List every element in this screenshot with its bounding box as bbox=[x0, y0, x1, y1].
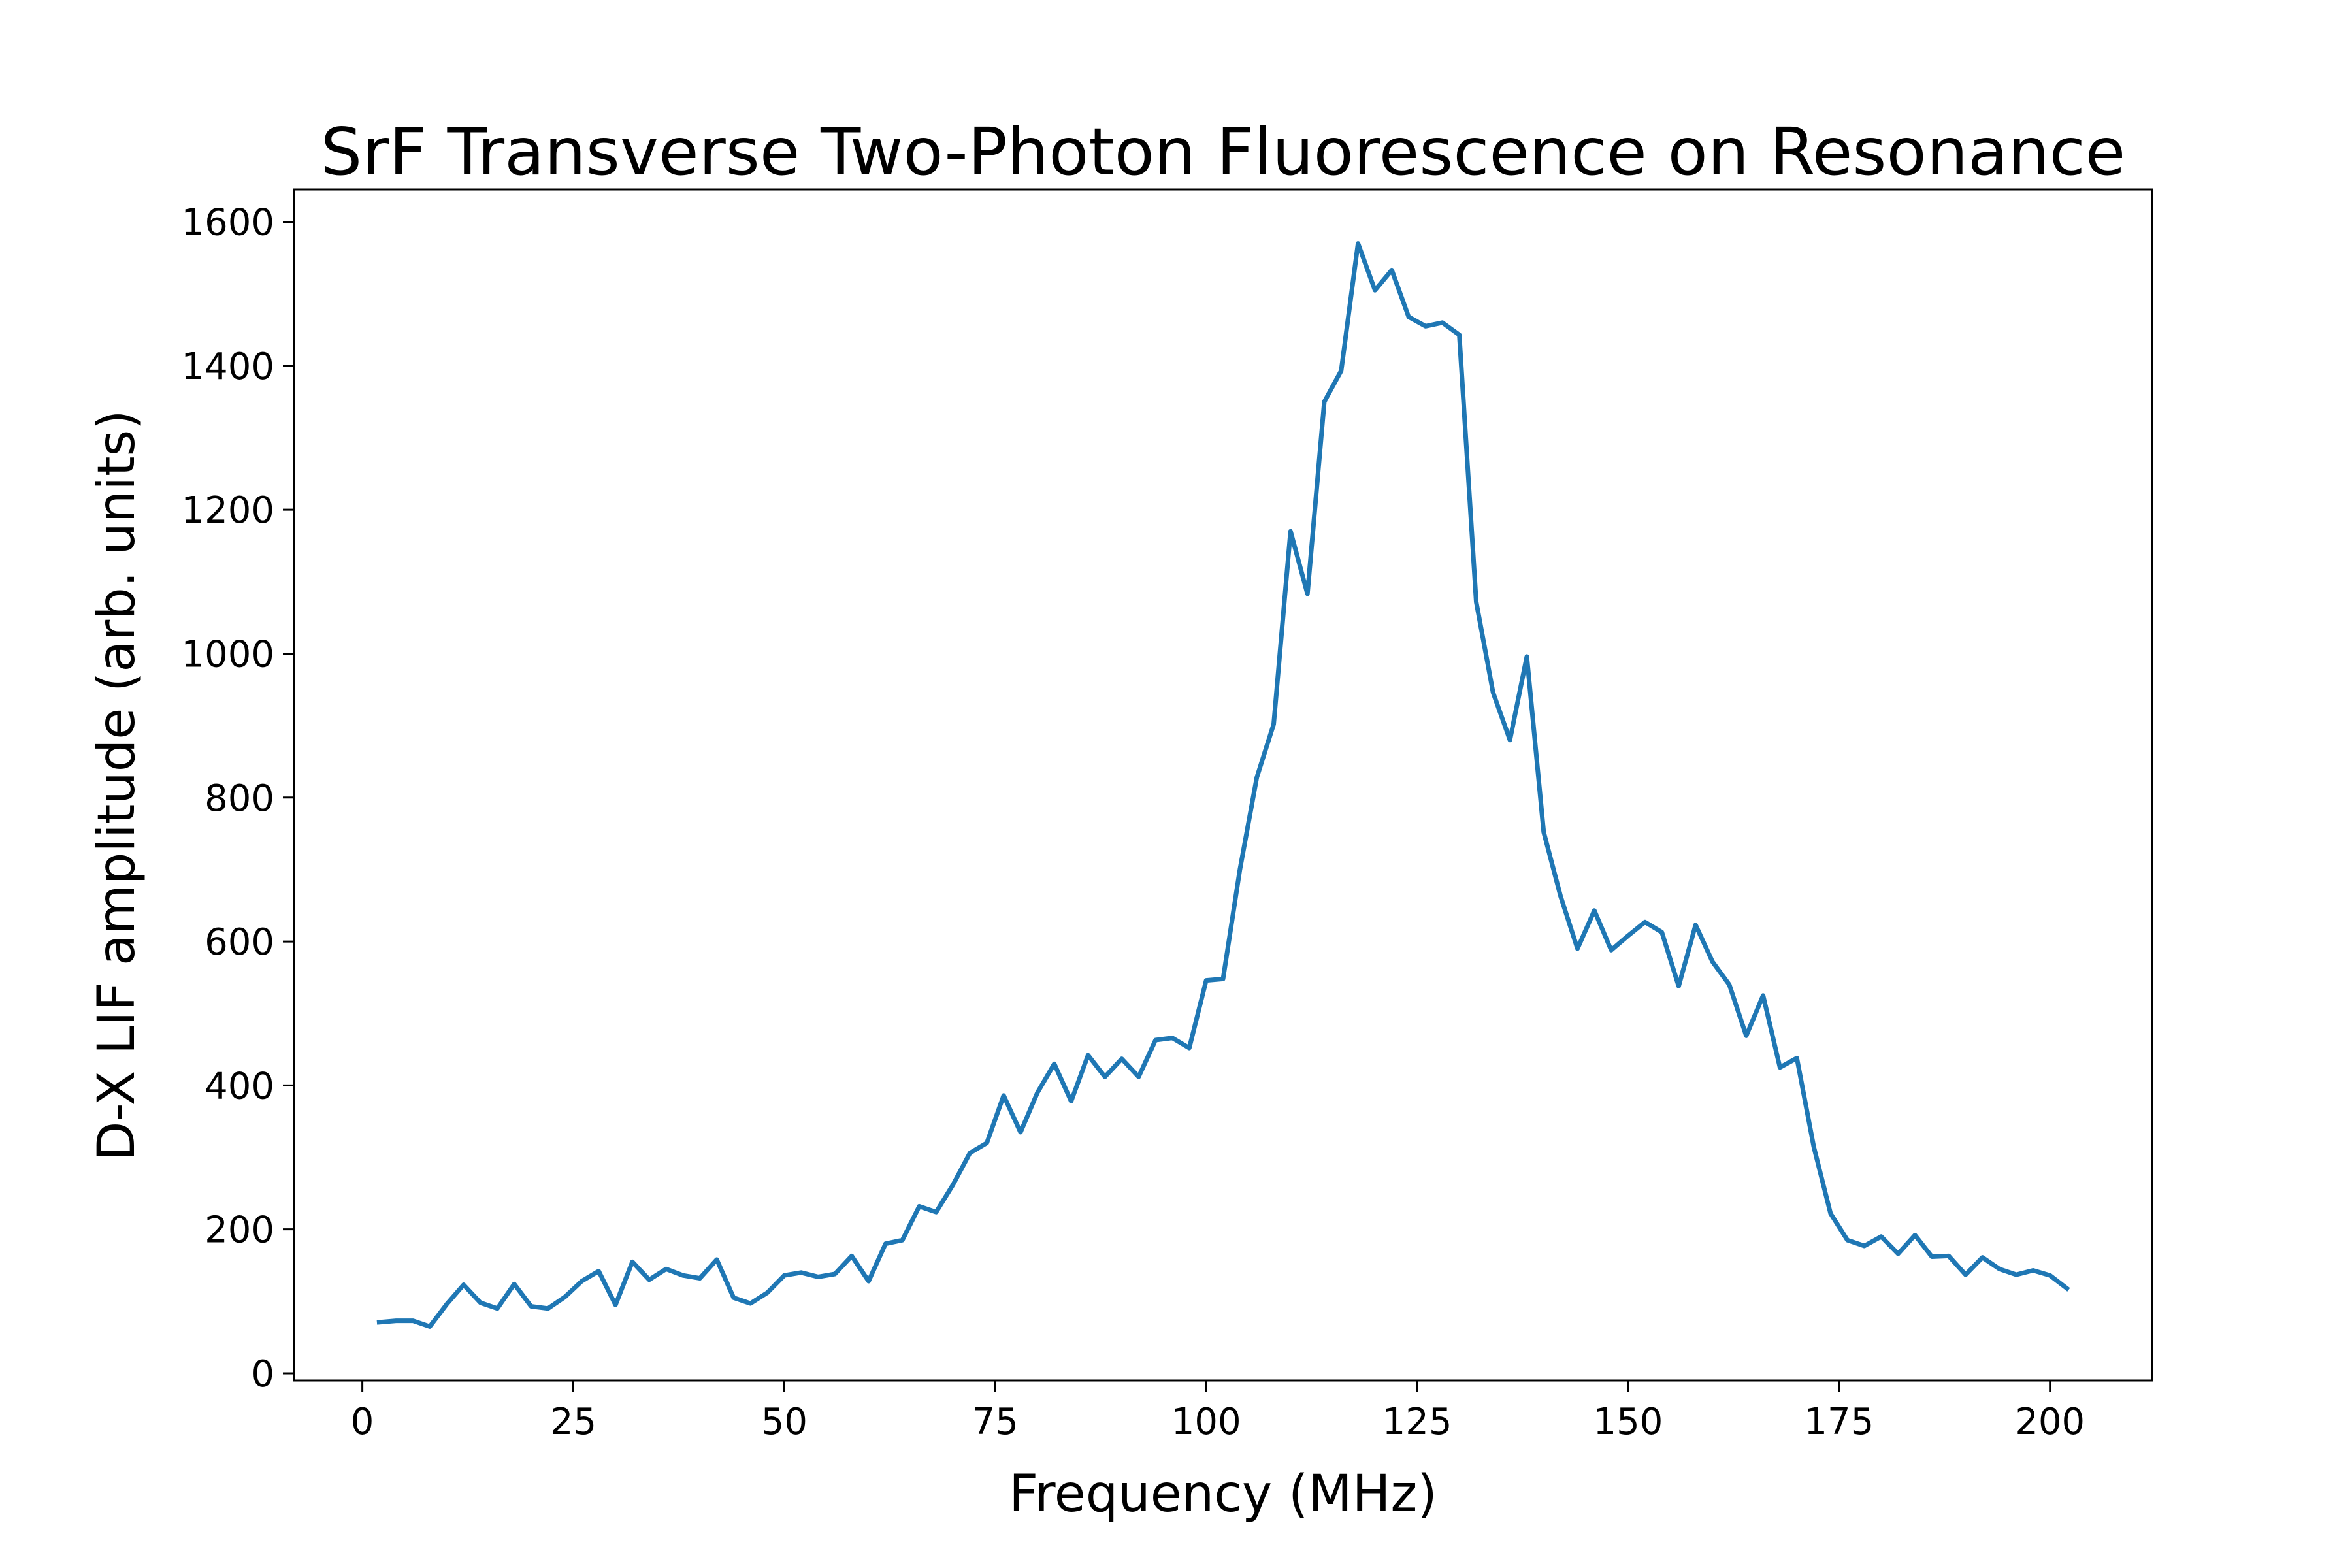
data-series-line bbox=[376, 241, 2070, 1329]
x-tick-label: 100 bbox=[1171, 1401, 1241, 1443]
x-tick-label: 200 bbox=[2015, 1401, 2085, 1443]
axes-frame bbox=[293, 188, 2153, 1382]
y-tick-label: 200 bbox=[204, 1209, 274, 1252]
y-axis-label: D-X LIF amplitude (arb. units) bbox=[88, 410, 146, 1160]
x-axis-label: Frequency (MHz) bbox=[1009, 1465, 1437, 1524]
y-tick-label: 1400 bbox=[181, 346, 274, 388]
plot-area: 0 25 50 75 100 125 150 175 200 0 200 400 600 800 1000… bbox=[181, 188, 2153, 1443]
x-tick-label: 175 bbox=[1804, 1401, 1874, 1443]
y-axis: 0 200 400 600 800 1000 1200 1400 1600 bbox=[181, 202, 294, 1396]
x-tick-label: 75 bbox=[972, 1401, 1019, 1443]
x-tick-label: 125 bbox=[1382, 1401, 1452, 1443]
y-tick-label: 1600 bbox=[181, 202, 274, 244]
x-tick-label: 50 bbox=[761, 1401, 808, 1443]
x-tick-label: 25 bbox=[550, 1401, 596, 1443]
y-tick-label: 0 bbox=[251, 1353, 274, 1396]
y-tick-label: 400 bbox=[204, 1065, 274, 1107]
x-axis: 0 25 50 75 100 125 150 175 200 bbox=[351, 1380, 2085, 1443]
y-tick-label: 600 bbox=[204, 921, 274, 964]
x-tick-label: 0 bbox=[351, 1401, 374, 1443]
chart-title: SrF Transverse Two-Photon Fluorescence o… bbox=[321, 114, 2126, 190]
y-tick-label: 1000 bbox=[181, 633, 274, 676]
y-tick-label: 1200 bbox=[181, 489, 274, 532]
y-tick-label: 800 bbox=[204, 777, 274, 820]
x-tick-label: 150 bbox=[1593, 1401, 1663, 1443]
